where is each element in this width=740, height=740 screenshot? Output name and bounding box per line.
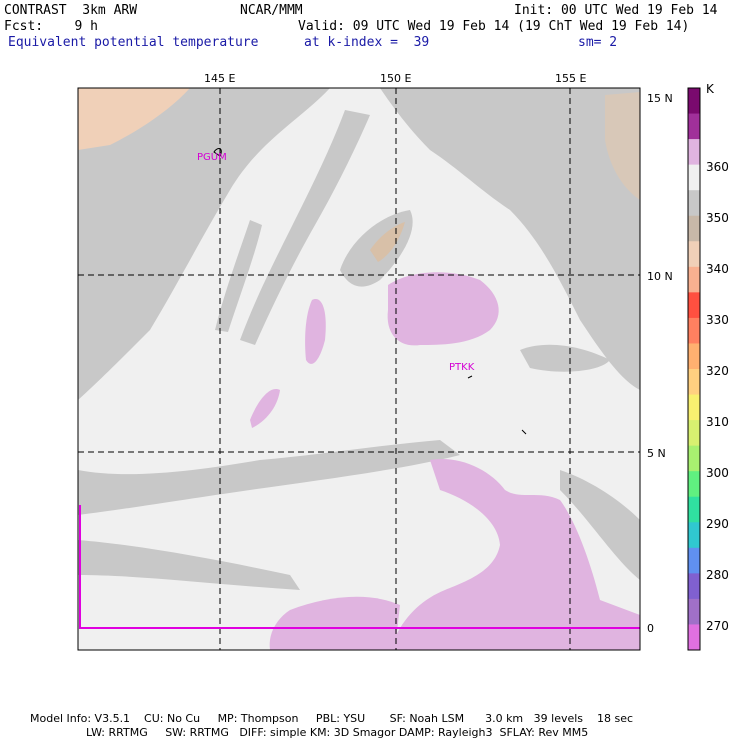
- model-info-line1: Model Info: V3.5.1 CU: No Cu MP: Thompso…: [30, 712, 634, 725]
- lat-label-15n: 15 N: [647, 92, 673, 105]
- colorbar: [687, 87, 701, 651]
- colorbar-swatch: [688, 522, 700, 549]
- colorbar-swatch: [688, 496, 700, 523]
- colorbar-label-320: 320: [706, 364, 729, 378]
- lat-label-10n: 10 N: [647, 270, 673, 283]
- colorbar-swatch: [688, 445, 700, 472]
- valid-time: Valid: 09 UTC Wed 19 Feb 14 (19 ChT Wed …: [298, 19, 690, 34]
- colorbar-swatch: [688, 164, 700, 191]
- pohnpei-island: [521, 429, 527, 435]
- guam-island: [213, 148, 222, 157]
- colorbar-swatch: [688, 292, 700, 319]
- field-name: Equivalent potential temperature: [8, 35, 259, 50]
- init-time: Init: 00 UTC Wed 19 Feb 14: [514, 3, 718, 18]
- colorbar-swatch: [688, 573, 700, 600]
- colorbar-swatch: [688, 241, 700, 268]
- gray-region-east: [380, 88, 640, 390]
- colorbar-frame: [687, 87, 701, 651]
- colorbar-swatch: [688, 343, 700, 370]
- colorbar-label-330: 330: [706, 313, 729, 327]
- gray-region-west: [78, 88, 330, 400]
- colorbar-label-300: 300: [706, 466, 729, 480]
- gray-band-west: [215, 220, 262, 332]
- colorbar-swatch: [688, 624, 700, 651]
- gray-strip-far-south: [78, 540, 300, 590]
- graticule: [78, 88, 640, 650]
- colorbar-label-270: 270: [706, 619, 729, 633]
- gray-strip-south: [78, 440, 460, 515]
- colorbar-label-280: 280: [706, 568, 729, 582]
- colorbar-swatch: [688, 190, 700, 217]
- model-info-line2: LW: RRTMG SW: RRTMG DIFF: simple KM: 3D …: [30, 726, 589, 739]
- smoothing-label: sm= 2: [578, 35, 618, 50]
- lat-label-0: 0: [647, 622, 654, 635]
- pink-region-southeast: [390, 459, 640, 650]
- gray-band-diagonal: [240, 110, 370, 345]
- lon-label-155: 155 E: [555, 72, 587, 85]
- level-label: at k-index = 39: [304, 35, 430, 50]
- colorbar-swatch: [688, 266, 700, 293]
- colorbar-swatch: [688, 369, 700, 396]
- colorbar-swatch: [688, 317, 700, 344]
- colorbar-label-360: 360: [706, 160, 729, 174]
- station-label-ptkk: PTKK: [449, 362, 475, 373]
- tan-region-northeast: [605, 92, 640, 200]
- gray-blob-east: [520, 344, 610, 372]
- colorbar-swatch: [688, 471, 700, 498]
- map-frame: [77, 87, 641, 651]
- colorbar-swatch: [688, 215, 700, 242]
- chuuk-island: [467, 375, 473, 379]
- colorbar-label-310: 310: [706, 415, 729, 429]
- colorbar-label-340: 340: [706, 262, 729, 276]
- colorbar-swatch: [688, 113, 700, 140]
- organization-label: NCAR/MMM: [240, 3, 303, 18]
- colorbar-swatch: [688, 598, 700, 625]
- colorbar-swatch: [688, 547, 700, 574]
- station-label-pgum: PGUM: [197, 152, 227, 163]
- lon-label-150: 150 E: [380, 72, 412, 85]
- pink-streak-center: [305, 299, 326, 364]
- model-title: CONTRAST 3km ARW: [4, 3, 138, 18]
- gray-region-southeast: [560, 470, 640, 580]
- colorbar-label-290: 290: [706, 517, 729, 531]
- colorbar-swatch: [688, 88, 700, 115]
- forecast-hour: Fcst: 9 h: [4, 19, 98, 34]
- colorbar-swatch: [688, 394, 700, 421]
- tan-region-northwest: [78, 88, 190, 150]
- pink-region-center: [387, 272, 499, 346]
- colorbar-swatch: [688, 420, 700, 447]
- colorbar-swatch: [688, 139, 700, 166]
- colorbar-label-350: 350: [706, 211, 729, 225]
- pink-streak-west: [250, 389, 280, 428]
- pink-region-south: [269, 596, 400, 650]
- lon-label-145: 145 E: [204, 72, 236, 85]
- lat-label-5n: 5 N: [647, 447, 666, 460]
- domain-boundary-line: [79, 505, 640, 629]
- colorbar-unit: K: [706, 82, 714, 96]
